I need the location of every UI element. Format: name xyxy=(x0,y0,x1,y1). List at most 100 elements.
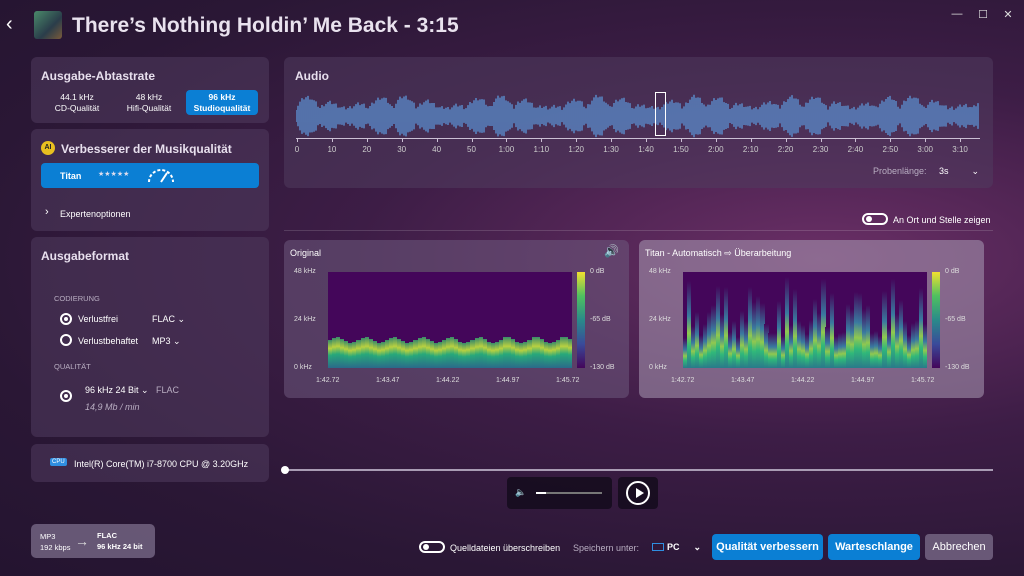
lossless-format: FLAC xyxy=(152,314,176,324)
audio-title: Audio xyxy=(295,69,329,83)
rate-quality: CD-Qualität xyxy=(54,103,100,113)
enhancer-title: Verbesserer der Musikqualität xyxy=(61,142,232,156)
from-format: MP3 xyxy=(40,532,56,541)
tick-label: 10 xyxy=(327,145,337,154)
freq-label: 24 kHz xyxy=(649,316,671,323)
cpu-badge: CPU xyxy=(50,458,67,466)
rate-option-96[interactable]: 96 kHz Studioqualität xyxy=(186,90,258,115)
sample-rate-title: Ausgabe-Abtastrate xyxy=(41,69,156,83)
tick-mark xyxy=(506,138,508,142)
db-label: 0 dB xyxy=(590,268,605,275)
spectrogram-enhanced-title: Titan - Automatisch ⇨ Überarbeitung xyxy=(645,248,792,258)
waveform[interactable] xyxy=(296,94,980,138)
time-label: 1:45.72 xyxy=(911,377,935,384)
time-label: 1:44.97 xyxy=(496,377,520,384)
spectrogram-enhanced xyxy=(683,272,928,368)
volume-slider[interactable] xyxy=(536,492,602,494)
overwrite-toggle[interactable] xyxy=(419,541,445,553)
model-stars: ★★★★★ xyxy=(98,171,130,178)
expert-options-link[interactable]: Expertenoptionen xyxy=(60,209,131,219)
play-icon xyxy=(636,488,644,498)
show-location-label: An Ort und Stelle zeigen xyxy=(893,215,991,225)
bitrate-text: 14,9 Mb / min xyxy=(85,402,140,412)
db-label: -65 dB xyxy=(590,316,611,323)
save-target: PC xyxy=(667,542,680,552)
playback-track[interactable] xyxy=(284,469,993,471)
tick-mark xyxy=(576,138,578,142)
db-label: -130 dB xyxy=(590,364,615,371)
lossy-radio[interactable] xyxy=(60,334,72,346)
spectrogram-original xyxy=(328,272,573,368)
show-location-toggle[interactable] xyxy=(862,213,888,225)
speaker-icon[interactable]: 🔊 xyxy=(604,244,619,258)
lossless-format-select[interactable]: FLAC ⌄ xyxy=(152,314,185,325)
lossy-format-select[interactable]: MP3 ⌄ xyxy=(152,336,181,347)
improve-quality-button[interactable]: Qualität verbessern xyxy=(712,534,823,560)
tick-mark xyxy=(960,138,962,142)
quality-radio[interactable] xyxy=(60,390,72,402)
minimize-icon[interactable]: — xyxy=(951,8,963,20)
back-icon[interactable]: ‹ xyxy=(6,13,13,35)
tick-mark xyxy=(890,138,892,142)
colorbar xyxy=(577,272,585,368)
tick-label: 20 xyxy=(362,145,372,154)
volume-fill xyxy=(536,492,546,494)
db-label: -130 dB xyxy=(945,364,970,371)
freq-label: 48 kHz xyxy=(294,268,316,275)
tick-mark xyxy=(436,138,438,142)
overwrite-label: Quelldateien überschreiben xyxy=(450,543,561,553)
tick-mark xyxy=(715,138,717,142)
tick-mark xyxy=(820,138,822,142)
tick-mark xyxy=(925,138,927,142)
chevron-down-icon: ⌄ xyxy=(170,336,181,346)
time-label: 1:44.97 xyxy=(851,377,875,384)
sample-length-select[interactable]: 3s ⌄ xyxy=(939,166,979,176)
rate-value: 96 kHz xyxy=(208,92,236,102)
colorbar xyxy=(932,272,940,368)
rate-quality: Studioqualität xyxy=(193,103,251,113)
quality-select[interactable]: 96 kHz 24 Bit ⌄ xyxy=(85,385,149,396)
tick-label: 1:00 xyxy=(498,145,515,154)
tick-mark xyxy=(297,138,298,142)
queue-button[interactable]: Warteschlange xyxy=(828,534,920,560)
speed-gauge-icon xyxy=(148,169,174,183)
tick-label: 0 xyxy=(294,145,300,154)
lossless-label: Verlustfrei xyxy=(78,314,119,324)
time-label: 1:45.72 xyxy=(556,377,580,384)
waveform-timeline xyxy=(296,138,980,139)
playback-handle[interactable] xyxy=(281,466,289,474)
tick-mark xyxy=(785,138,787,142)
maximize-icon[interactable]: ☐ xyxy=(978,9,988,21)
rate-value: 44.1 kHz xyxy=(60,92,94,102)
lossless-radio[interactable] xyxy=(60,313,72,325)
rate-option-44[interactable]: 44.1 kHz CD-Qualität xyxy=(41,90,113,115)
cancel-button[interactable]: Abbrechen xyxy=(925,534,993,560)
tick-mark xyxy=(855,138,857,142)
freq-label: 48 kHz xyxy=(649,268,671,275)
tick-mark xyxy=(471,138,473,142)
tick-label: 2:30 xyxy=(812,145,829,154)
tick-label: 2:20 xyxy=(777,145,794,154)
tick-label: 1:10 xyxy=(533,145,550,154)
spectrogram-original-title: Original xyxy=(290,248,322,258)
to-rate: 96 kHz 24 bit xyxy=(97,542,143,551)
time-label: 1:44.22 xyxy=(791,377,815,384)
play-button[interactable] xyxy=(626,481,650,505)
save-label: Speichern unter: xyxy=(573,543,640,553)
tick-mark xyxy=(366,138,368,142)
album-art xyxy=(34,11,62,39)
close-icon[interactable]: ✕ xyxy=(1003,9,1013,21)
tick-label: 2:00 xyxy=(708,145,724,154)
quality-value: 96 kHz 24 Bit xyxy=(85,385,139,395)
sample-length-value: 3s xyxy=(939,166,949,176)
chevron-down-icon: ⌄ xyxy=(175,314,186,324)
rate-value: 48 kHz xyxy=(135,92,163,102)
volume-icon[interactable]: 🔈 xyxy=(515,487,527,497)
tick-label: 2:50 xyxy=(882,145,899,154)
chevron-right-icon[interactable]: › xyxy=(45,206,49,218)
rate-option-48[interactable]: 48 kHz Hifi-Qualität xyxy=(113,90,185,115)
coding-label: CODIERUNG xyxy=(54,294,100,303)
save-target-select[interactable]: PC ⌄ xyxy=(667,542,701,552)
chevron-down-icon: ⌄ xyxy=(138,385,149,395)
waveform-selection[interactable] xyxy=(655,92,666,136)
